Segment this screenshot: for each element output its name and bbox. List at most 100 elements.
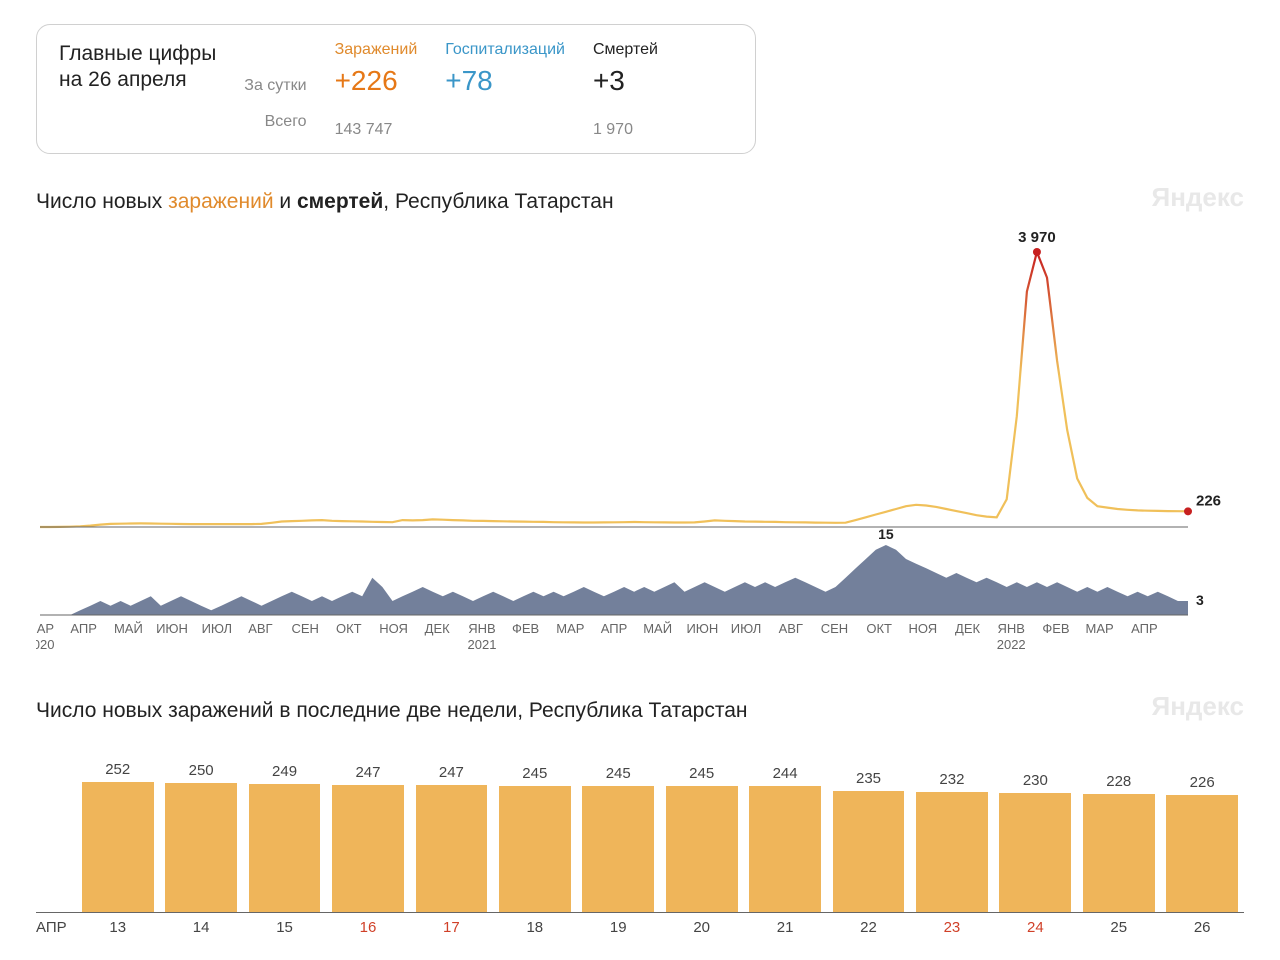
bar-value-label: 245 <box>606 765 631 782</box>
summary-title-l1: Главные цифры <box>59 41 216 67</box>
x-tick-year: 2022 <box>997 637 1026 652</box>
deaths-end-label: 3 <box>1196 592 1204 608</box>
bar-item: 245 <box>577 765 660 912</box>
label-daily: За сутки <box>244 77 306 95</box>
deaths-peak-label: 15 <box>878 526 894 542</box>
infections-end-dot <box>1184 507 1192 515</box>
bar-item: 230 <box>994 772 1077 912</box>
bar-day-label: 17 <box>410 913 493 936</box>
bar-month-label: АПР <box>36 913 76 936</box>
bar-value-label: 252 <box>105 761 130 778</box>
bar-day-label: 22 <box>827 913 910 936</box>
stat-hospital-daily: +78 <box>445 65 565 97</box>
bar-value-label: 250 <box>189 762 214 779</box>
x-tick: МАР <box>556 621 584 636</box>
stat-deaths-daily: +3 <box>593 65 658 97</box>
bar-rect <box>82 782 154 912</box>
title-death: смертей <box>297 190 383 213</box>
bar-rect <box>416 785 488 912</box>
x-tick: СЕН <box>821 621 848 636</box>
bar-value-label: 249 <box>272 763 297 780</box>
watermark: Яндекс <box>1152 182 1245 213</box>
bar-item: 245 <box>493 765 576 912</box>
bar-rect <box>582 786 654 912</box>
x-tick-year: 2020 <box>36 637 54 652</box>
bar-rect <box>833 791 905 912</box>
title-post: , Республика Татарстан <box>383 190 613 213</box>
bar-day-label: 15 <box>243 913 326 936</box>
bar-rect <box>332 785 404 912</box>
infections-end-label: 226 <box>1196 492 1221 509</box>
bar-rect <box>249 784 321 913</box>
bar-item: 232 <box>910 771 993 912</box>
x-tick: МАР <box>36 621 54 636</box>
bar-rect <box>916 792 988 912</box>
bar-axis: АПР 1314151617181920212223242526 <box>36 912 1244 936</box>
title-inf: заражений <box>168 190 273 213</box>
summary-card: Главные цифры на 26 апреля За сутки Всег… <box>36 24 756 154</box>
bar-day-label: 14 <box>159 913 242 936</box>
bar-rect <box>1083 794 1155 912</box>
bar-day-label: 26 <box>1160 913 1243 936</box>
infections-peak-label: 3 970 <box>1018 229 1056 246</box>
bar-value-label: 232 <box>939 771 964 788</box>
x-tick: АВГ <box>248 621 272 636</box>
deaths-area <box>40 545 1188 615</box>
stat-hospital-label: Госпитализаций <box>445 41 565 59</box>
stat-deaths-label: Смертей <box>593 41 658 59</box>
bar-item: 247 <box>410 764 493 912</box>
stat-deaths: Смертей +3 1 970 <box>593 41 658 139</box>
bar-day-label: 13 <box>76 913 159 936</box>
x-tick: ИЮН <box>156 621 188 636</box>
bar-day-label: 19 <box>577 913 660 936</box>
bar-item: 249 <box>243 763 326 913</box>
bar-item: 244 <box>743 765 826 912</box>
x-tick-year: 2021 <box>468 637 497 652</box>
bar-rect <box>165 783 237 912</box>
stat-infections-total: 143 747 <box>335 121 418 139</box>
stat-hospital: Госпитализаций +78 <box>445 41 565 139</box>
title-mid: и <box>274 190 297 213</box>
bar-value-label: 245 <box>689 765 714 782</box>
x-tick: ЯНВ <box>997 621 1024 636</box>
bar-item: 245 <box>660 765 743 912</box>
x-tick: ФЕВ <box>512 621 539 636</box>
infections-line <box>40 252 1188 527</box>
x-tick: ЯНВ <box>468 621 495 636</box>
bar-day-label: 20 <box>660 913 743 936</box>
bar-item: 226 <box>1160 774 1243 912</box>
infections-peak-dot <box>1033 248 1041 256</box>
bar-value-label: 226 <box>1190 774 1215 791</box>
x-tick: ДЕК <box>955 621 980 636</box>
summary-title-block: Главные цифры на 26 апреля <box>59 41 216 139</box>
bar-day-label: 21 <box>743 913 826 936</box>
x-tick: ИЮЛ <box>731 621 761 636</box>
x-tick: ФЕВ <box>1042 621 1069 636</box>
bar-rect <box>749 786 821 912</box>
bar-rect <box>499 786 571 912</box>
stat-deaths-total: 1 970 <box>593 121 658 139</box>
x-tick: ИЮН <box>686 621 718 636</box>
x-tick: СЕН <box>291 621 318 636</box>
watermark: Яндекс <box>1152 691 1245 722</box>
bar-day-label: 16 <box>326 913 409 936</box>
bar-value-label: 247 <box>355 764 380 781</box>
x-tick: МАР <box>1086 621 1114 636</box>
stat-infections-label: Заражений <box>335 41 418 59</box>
bar-item: 228 <box>1077 773 1160 912</box>
main-chart-title: Число новых заражений и смертей, Республ… <box>36 190 1244 214</box>
bar-chart-block: Число новых заражений в последние две не… <box>36 699 1244 936</box>
bar-value-label: 230 <box>1023 772 1048 789</box>
label-total: Всего <box>244 113 306 131</box>
bar-value-label: 244 <box>773 765 798 782</box>
main-chart-svg: 3 970226153МАР2020АПРМАЙИЮНИЮЛАВГСЕНОКТН… <box>36 222 1236 659</box>
x-tick: МАЙ <box>114 621 143 636</box>
x-tick: АПР <box>1131 621 1158 636</box>
main-chart-block: Число новых заражений и смертей, Республ… <box>36 190 1244 659</box>
bar-day-label: 18 <box>493 913 576 936</box>
summary-row-labels: За сутки Всего <box>244 41 306 139</box>
x-tick: АВГ <box>779 621 803 636</box>
bar-item: 247 <box>326 764 409 912</box>
x-tick: ИЮЛ <box>202 621 232 636</box>
stat-infections-daily: +226 <box>335 65 418 97</box>
